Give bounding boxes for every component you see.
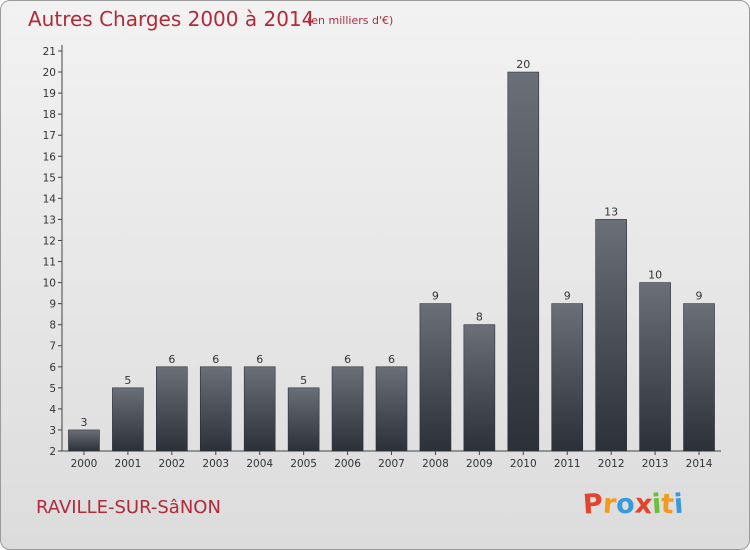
y-tick-label: 12 <box>43 235 56 247</box>
y-tick-label: 2 <box>49 446 56 458</box>
logo-letter: P <box>581 488 604 521</box>
bar <box>463 324 496 452</box>
data-label: 20 <box>516 58 530 71</box>
data-label: 6 <box>212 353 219 366</box>
y-tick-label: 17 <box>43 130 56 142</box>
logo-letter: o <box>615 488 636 521</box>
x-tick-label: 2008 <box>422 458 449 470</box>
y-tick-label: 18 <box>43 109 56 121</box>
y-tick-label: 20 <box>43 67 56 79</box>
bar <box>595 219 627 452</box>
proxiti-logo: Proxiti <box>581 488 685 521</box>
commune-name: RAVILLE-SUR-SâNON <box>36 497 221 518</box>
data-label: 10 <box>648 269 662 282</box>
y-tick-label: 9 <box>49 299 56 311</box>
y-tick-label: 11 <box>43 257 56 269</box>
bar <box>551 303 584 452</box>
y-tick-label: 13 <box>43 214 56 226</box>
y-tick-label: 6 <box>49 362 56 374</box>
bar <box>243 366 276 452</box>
x-tick-label: 2003 <box>202 458 229 470</box>
data-label: 6 <box>388 353 395 366</box>
bar <box>331 366 364 452</box>
bar <box>112 387 144 452</box>
y-tick-label: 21 <box>43 46 56 58</box>
x-tick-label: 2001 <box>115 458 142 470</box>
data-label: 9 <box>432 290 439 303</box>
data-label: 5 <box>300 374 307 387</box>
data-label: 13 <box>604 205 618 218</box>
bar <box>375 366 408 452</box>
chart-subtitle: (en milliers d'€) <box>307 14 394 27</box>
y-tick-label: 3 <box>49 425 56 437</box>
x-tick-label: 2005 <box>290 458 317 470</box>
x-tick-label: 2002 <box>158 458 185 470</box>
x-tick-label: 2014 <box>686 458 713 470</box>
y-tick-label: 5 <box>49 383 56 395</box>
bar <box>639 282 671 452</box>
bar <box>156 366 188 452</box>
y-tick-label: 16 <box>43 151 57 163</box>
bar <box>507 71 540 452</box>
bar <box>683 303 715 452</box>
x-tick-label: 2000 <box>71 458 98 470</box>
x-tick-label: 2011 <box>554 458 581 470</box>
x-tick-label: 2012 <box>598 458 625 470</box>
y-tick-label: 8 <box>49 320 56 332</box>
y-tick-label: 19 <box>43 88 56 100</box>
logo-letter: i <box>673 488 685 521</box>
bar <box>68 429 100 452</box>
data-label: 9 <box>564 290 571 303</box>
data-label: 5 <box>124 374 131 387</box>
x-tick-label: 2006 <box>334 458 361 470</box>
y-tick-label: 7 <box>49 341 56 353</box>
bar <box>419 303 452 452</box>
data-label: 6 <box>256 353 263 366</box>
y-tick-label: 15 <box>43 172 56 184</box>
x-tick-label: 2013 <box>642 458 669 470</box>
y-tick-label: 14 <box>43 193 57 205</box>
x-tick-label: 2007 <box>378 458 405 470</box>
data-label: 3 <box>80 416 87 429</box>
y-tick-label: 4 <box>49 404 56 416</box>
data-label: 8 <box>476 311 483 324</box>
y-tick-label: 10 <box>43 278 56 290</box>
bar <box>287 387 320 452</box>
x-tick-label: 2010 <box>510 458 537 470</box>
bar <box>199 366 232 452</box>
x-tick-label: 2009 <box>466 458 493 470</box>
x-tick-label: 2004 <box>246 458 273 470</box>
chart-title: Autres Charges 2000 à 2014 <box>28 7 315 31</box>
data-label: 6 <box>344 353 351 366</box>
data-label: 6 <box>168 353 175 366</box>
data-label: 9 <box>696 290 703 303</box>
